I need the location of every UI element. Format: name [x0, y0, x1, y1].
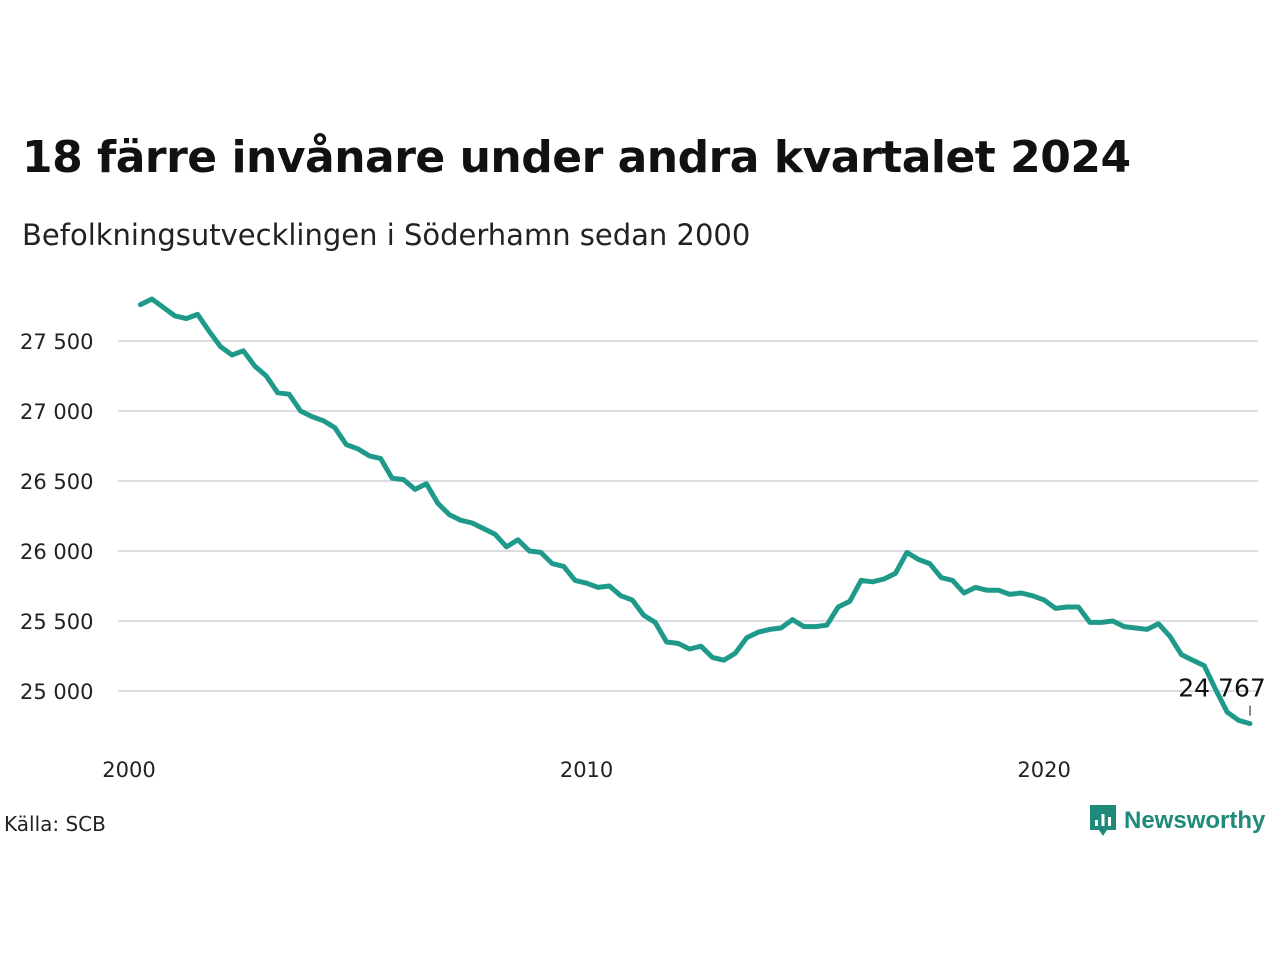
x-axis-tick-labels: 2000 2010 2020	[102, 758, 1071, 782]
y-tick-label: 26 000	[20, 540, 93, 564]
annotation-label: 24 767	[1178, 674, 1265, 703]
grid-lines	[118, 340, 1258, 692]
annotation-group: 24 767	[1178, 674, 1266, 716]
chart-title: 18 färre invånare under andra kvartalet …	[22, 132, 1131, 183]
y-axis-tick-labels: 25 000 25 500 26 000 26 500 27 000 27 500	[20, 330, 93, 704]
newsworthy-logo-icon	[1090, 805, 1116, 836]
series-line	[137, 296, 1253, 727]
y-tick-label: 25 500	[20, 610, 93, 634]
brand-logo: Newsworthy	[1088, 803, 1265, 839]
brand-name: Newsworthy	[1124, 807, 1266, 834]
x-tick-label: 2010	[560, 758, 613, 782]
x-tick-label: 2000	[102, 758, 155, 782]
y-tick-label: 27 500	[20, 330, 93, 354]
y-tick-label: 27 000	[20, 400, 93, 424]
y-tick-label: 26 500	[20, 470, 93, 494]
x-tick-label: 2020	[1017, 758, 1070, 782]
series-group	[137, 296, 1253, 727]
chart-subtitle: Befolkningsutvecklingen i Söderhamn seda…	[22, 218, 751, 252]
y-tick-label: 25 000	[20, 680, 93, 704]
source-note: Källa: SCB	[4, 812, 106, 836]
